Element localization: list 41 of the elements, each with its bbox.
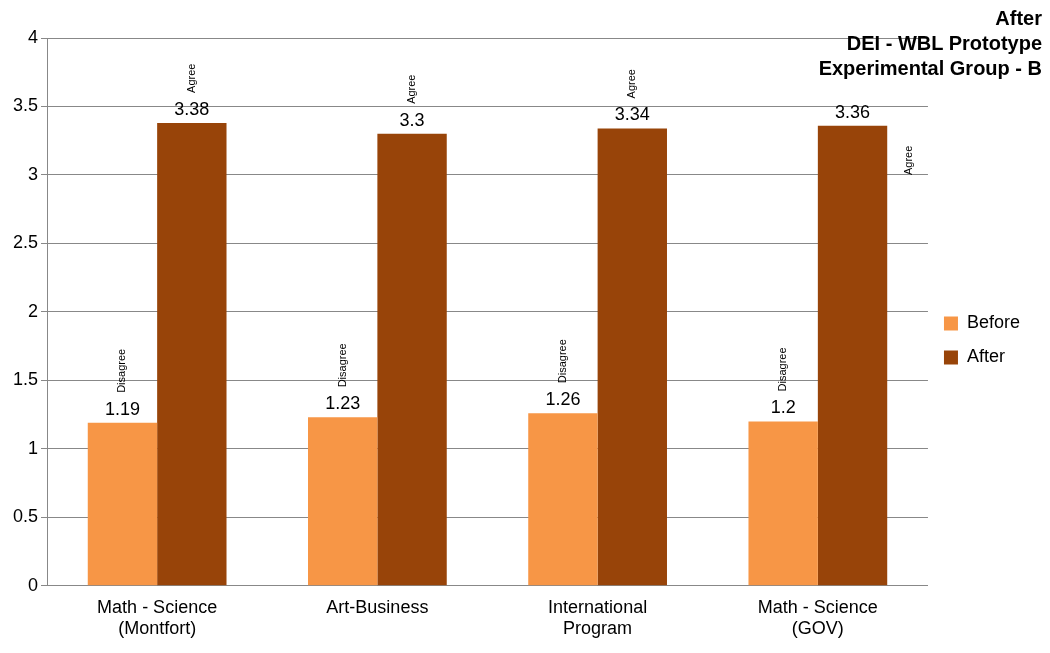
bar — [748, 421, 818, 586]
bar — [377, 133, 447, 586]
data-label: 1.19 — [104, 398, 140, 419]
bar — [87, 422, 158, 586]
legend-label: Before — [966, 312, 1021, 333]
annotation: Agree — [902, 145, 915, 175]
data-label: 3.34 — [614, 104, 650, 125]
annotation: Disagree — [115, 348, 128, 393]
y-tick-label: 1.5 — [12, 369, 39, 390]
data-label: 3.3 — [399, 109, 425, 130]
data-label: 1.26 — [545, 389, 581, 410]
bar — [528, 413, 598, 586]
y-tick-label: 3.5 — [12, 95, 39, 116]
annotation: Disagree — [335, 343, 348, 388]
annotation: Disagree — [555, 339, 568, 384]
x-tick-label: Art-Business — [326, 596, 429, 617]
x-tick-label: Math - Science (Montfort) — [97, 596, 218, 639]
annotation: Agree — [184, 63, 197, 93]
data-label: 1.23 — [325, 393, 361, 414]
annotation: Agree — [625, 69, 638, 99]
annotation: Disagree — [776, 347, 789, 392]
y-tick-label: 4 — [28, 26, 39, 47]
chart-subtitle: DEI - WBL Prototype Experimental Group - B — [817, 31, 1042, 81]
bar — [597, 128, 667, 586]
annotation: Agree — [405, 74, 418, 104]
data-label: 3.38 — [174, 98, 210, 119]
x-tick-label: International Program — [548, 596, 648, 639]
data-label: 1.2 — [770, 397, 796, 418]
bar — [157, 122, 227, 586]
bar — [308, 417, 378, 586]
bar — [817, 125, 888, 586]
y-tick-label: 1 — [28, 437, 39, 458]
y-tick-label: 0 — [28, 574, 39, 595]
data-label: 3.36 — [835, 101, 871, 122]
y-tick-label: 0.5 — [12, 506, 39, 527]
y-tick-label: 3 — [28, 163, 39, 184]
y-tick-label: 2.5 — [12, 232, 39, 253]
x-tick-label: Math - Science (GOV) — [757, 596, 878, 639]
legend-label: After — [966, 346, 1005, 367]
text: After — [994, 6, 1042, 31]
y-tick-label: 2 — [28, 300, 39, 321]
